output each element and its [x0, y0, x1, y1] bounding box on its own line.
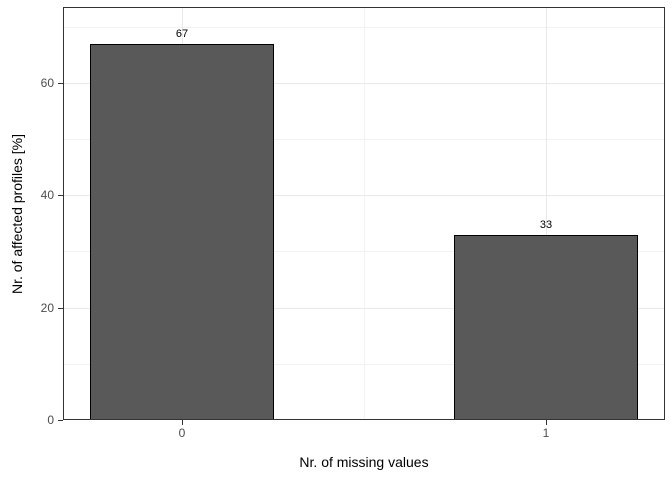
bar-value-label: 33: [539, 219, 553, 231]
plot-panel: 67 33: [63, 7, 665, 420]
y-tick-label: 60: [40, 76, 54, 90]
x-tick-label: 1: [542, 426, 550, 440]
y-tick-mark: [58, 308, 63, 309]
y-tick-mark: [58, 83, 63, 84]
y-axis-title: Nr. of affected profiles [%]: [9, 133, 25, 295]
bar-value-label: 67: [175, 28, 189, 40]
y-tick-label: 0: [47, 413, 54, 427]
x-tick-mark: [546, 420, 547, 425]
x-axis-title: Nr. of missing values: [299, 454, 429, 470]
bar-category-0: [90, 44, 274, 420]
x-tick-label: 0: [178, 426, 186, 440]
major-gridline-x: [546, 7, 547, 420]
x-tick-mark: [182, 420, 183, 425]
y-tick-label: 40: [40, 188, 54, 202]
bar-category-1: [454, 235, 638, 420]
y-tick-mark: [58, 195, 63, 196]
minor-gridline-x: [364, 7, 365, 420]
y-tick-label: 20: [40, 301, 54, 315]
y-tick-mark: [58, 420, 63, 421]
